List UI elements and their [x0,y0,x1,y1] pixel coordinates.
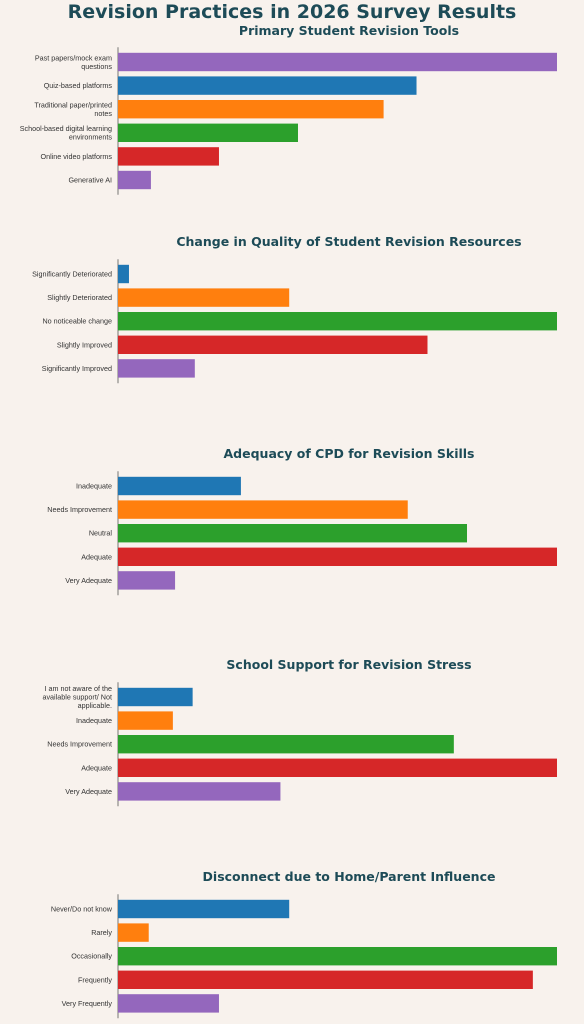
chart-title: Disconnect due to Home/Parent Influence [203,869,496,884]
tick-label: Frequently [78,975,112,984]
chart-title: Primary Student Revision Tools [239,23,459,38]
bar [118,359,195,378]
chart-5: Disconnect due to Home/Parent Influence N… [51,869,557,1019]
bar [118,335,428,354]
tick-label: Occasionally [71,952,112,961]
bar [118,994,219,1013]
bar [118,547,557,566]
tick-label: Inadequate [76,482,112,491]
tick-label: Neutral [89,529,113,538]
bar [118,264,129,284]
tick-label: Needs Improvement [47,740,112,749]
bar [118,170,151,190]
chart-1: Primary Student Revision Tools Past paper… [20,23,557,195]
bar [118,923,149,942]
tick-label: School-based digital learning environment… [20,124,113,142]
tick-label: Online video platforms [40,152,112,161]
tick-label: Very Frequently [62,999,113,1008]
bar [118,947,557,966]
tick-label: I am not aware of the available support/ … [42,684,112,710]
page-title: Revision Practices in 2026 Survey Result… [67,1,517,23]
tick-label: Never/Do not know [51,905,113,914]
tick-label: Adequate [81,552,112,561]
bar [118,123,298,142]
tick-label: Rarely [91,928,112,937]
bar [118,312,557,331]
chart-title: Adequacy of CPD for Revision Skills [224,446,475,461]
bar [118,571,176,590]
bar [118,100,384,119]
bar [118,782,281,801]
bar [118,687,193,707]
bar [118,476,241,496]
tick-label: Past papers/mock exam questions [35,53,113,71]
tick-label: Significantly Improved [42,364,112,373]
tick-label: Needs Improvement [47,505,112,514]
bar [118,711,173,730]
bar [118,500,408,519]
bar [118,970,533,989]
tick-label: Very Adequate [65,576,112,585]
bar [118,288,290,307]
chart-4: School Support for Revision Stress I am n… [42,657,557,807]
bar [118,758,557,777]
bar [118,735,454,754]
chart-3: Adequacy of CPD for Revision Skills Inade… [47,446,557,596]
tick-label: Slightly Deteriorated [47,293,112,302]
tick-label: Slightly Improved [57,340,112,349]
tick-label: Adequate [81,763,112,772]
chart-title: School Support for Revision Stress [226,657,471,672]
chart-title: Change in Quality of Student Revision Re… [176,234,521,249]
tick-label: Traditional paper/printed notes [34,100,112,118]
tick-label: Very Adequate [65,787,112,796]
tick-label: No noticeable change [42,317,112,326]
tick-label: Quiz-based platforms [44,81,113,90]
bar [118,147,219,166]
bar [118,52,557,72]
tick-label: Inadequate [76,716,112,725]
bar [118,76,417,95]
bar [118,524,468,543]
chart-2: Change in Quality of Student Revision Re… [32,234,557,384]
tick-label: Generative AI [68,176,112,185]
bar [118,899,290,919]
tick-label: Significantly Deteriorated [32,270,112,279]
